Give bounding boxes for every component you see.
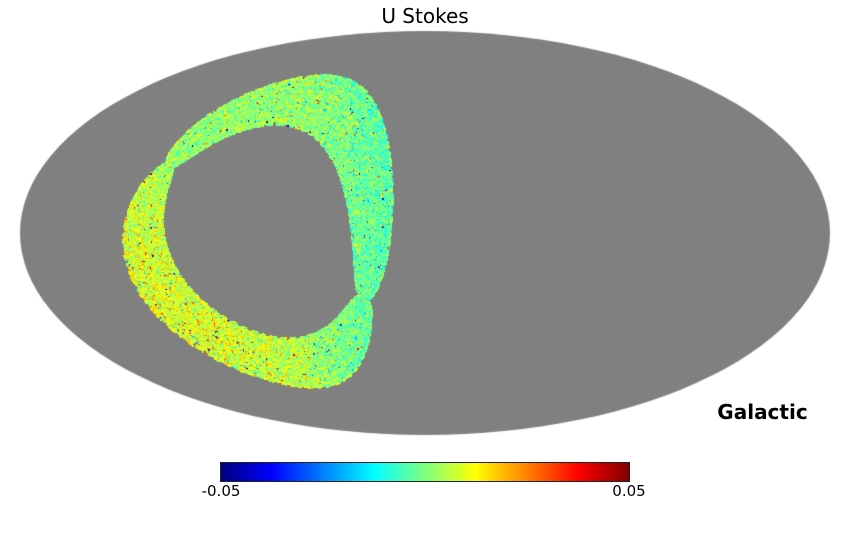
colorbar-min-tick-label: -0.05: [201, 482, 241, 500]
colorbar-gradient: [220, 462, 630, 482]
colorbar-max-tick-label: 0.05: [612, 482, 646, 500]
coordinate-system-label: Galactic: [717, 400, 808, 424]
mollweide-map-canvas: [0, 0, 850, 455]
